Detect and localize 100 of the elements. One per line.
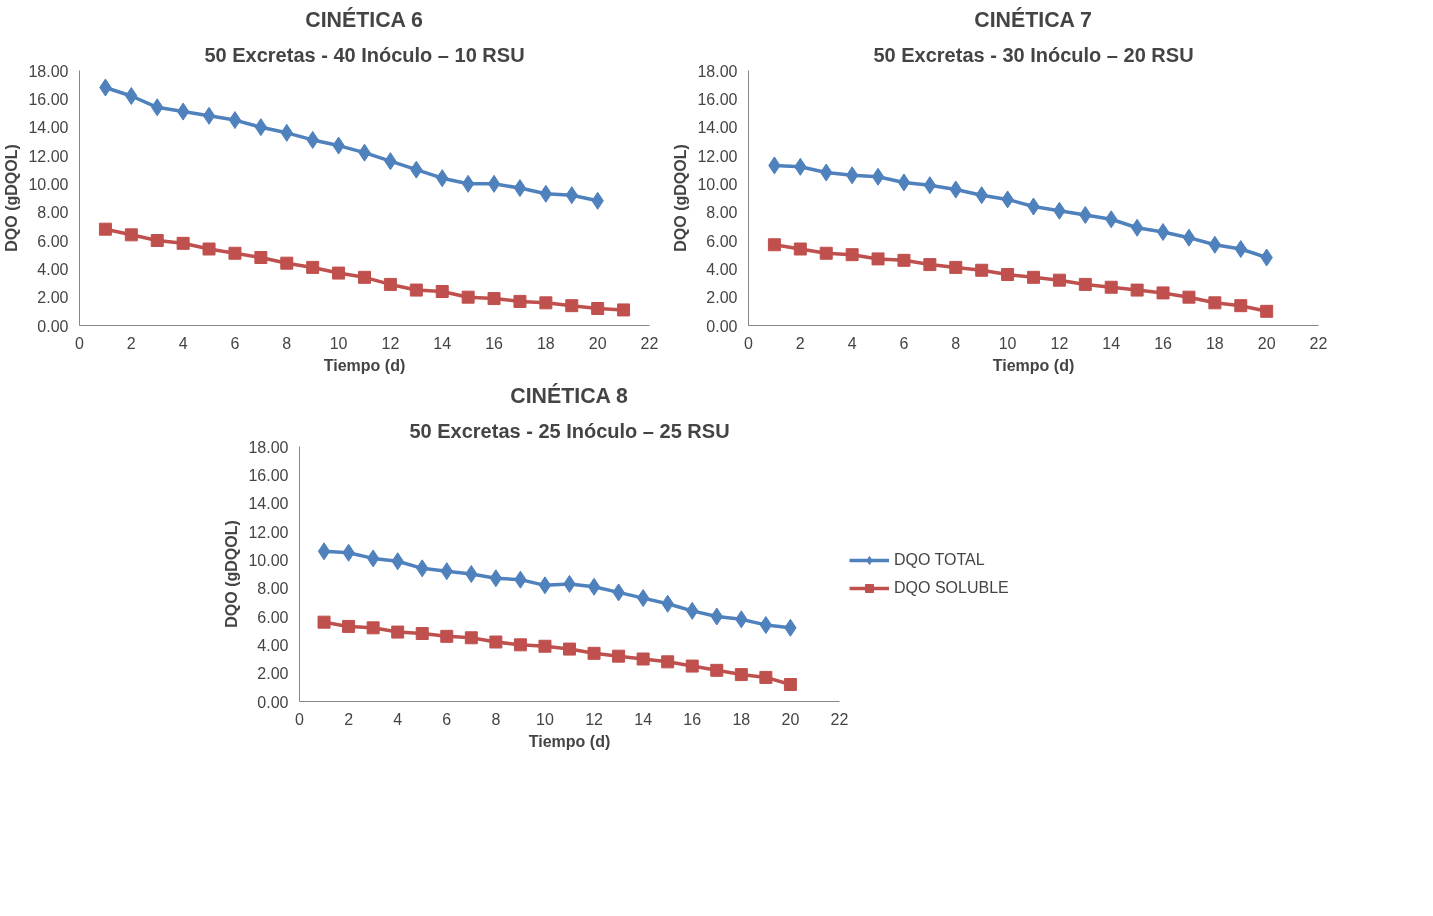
point <box>587 577 601 596</box>
point <box>1104 280 1118 294</box>
x-tick-label: 8 <box>491 710 501 728</box>
point <box>332 266 346 280</box>
point <box>391 625 405 639</box>
point <box>366 549 380 568</box>
point <box>124 228 138 242</box>
point <box>1130 283 1144 297</box>
y-tick-label: 6.00 <box>37 232 69 250</box>
x-tick-label: 16 <box>1154 334 1173 352</box>
x-tick-label: 12 <box>381 334 400 352</box>
point <box>783 678 797 691</box>
x-tick-label: 2 <box>126 334 136 352</box>
y-tick-label: 18.00 <box>697 62 738 80</box>
point <box>1078 277 1092 291</box>
point <box>1156 223 1170 241</box>
point <box>358 270 371 284</box>
x-tick-label: 8 <box>951 334 961 352</box>
point <box>767 238 781 252</box>
point <box>923 176 937 195</box>
point <box>487 174 501 193</box>
point <box>98 222 112 236</box>
x-tick-label: 22 <box>1309 334 1328 352</box>
x-tick-label: 14 <box>634 710 653 728</box>
point <box>587 646 601 660</box>
y-tick-label: 2.00 <box>706 289 738 307</box>
point <box>228 246 242 260</box>
y-tick-label: 0.00 <box>706 317 738 335</box>
point <box>845 248 859 262</box>
point <box>1052 273 1066 287</box>
x-tick-label: 6 <box>230 334 240 352</box>
point <box>487 292 501 306</box>
y-tick-label: 8.00 <box>37 204 69 222</box>
point <box>489 569 503 588</box>
point <box>202 242 216 256</box>
point <box>317 615 331 629</box>
x-axis-title: Tiempo (d) <box>528 732 611 750</box>
y-tick-label: 4.00 <box>257 636 289 654</box>
point <box>923 258 937 272</box>
y-tick-label: 10.00 <box>697 175 738 193</box>
chart-title: CINÉTICA 8 <box>510 382 629 408</box>
y-tick-label: 14.00 <box>697 119 738 137</box>
y-tick-label: 14.00 <box>248 495 289 513</box>
x-tick-label: 10 <box>536 710 554 728</box>
point <box>1130 218 1144 237</box>
y-tick-label: 8.00 <box>257 580 289 598</box>
point <box>440 629 454 643</box>
x-tick-label: 22 <box>830 710 849 728</box>
x-tick-label: 14 <box>1102 334 1121 352</box>
point <box>228 111 242 130</box>
point <box>513 179 527 198</box>
y-tick-label: 12.00 <box>28 147 69 165</box>
x-tick-label: 12 <box>585 710 604 728</box>
x-axis-title: Tiempo (d) <box>992 356 1075 374</box>
y-tick-label: 10.00 <box>28 175 69 193</box>
x-tick-label: 18 <box>732 710 751 728</box>
y-axis-title: DQO (gDQOL) <box>672 144 690 252</box>
point <box>759 616 773 634</box>
point <box>539 296 553 310</box>
point <box>685 659 699 673</box>
point <box>1234 240 1247 258</box>
point <box>793 242 807 256</box>
x-tick-label: 16 <box>683 710 702 728</box>
point <box>636 652 650 666</box>
legend-label: DQO TOTAL <box>894 550 985 569</box>
x-tick-label: 22 <box>640 334 659 352</box>
point <box>897 253 911 267</box>
point <box>871 167 885 186</box>
chart-subtitle: 50 Excretas - 25 Inóculo – 25 RSU <box>409 419 730 442</box>
x-tick-label: 2 <box>344 710 354 728</box>
point <box>759 670 773 684</box>
chart-title: CINÉTICA 7 <box>974 6 1092 32</box>
y-tick-label: 4.00 <box>706 260 738 278</box>
point <box>1208 235 1222 254</box>
y-tick-label: 10.00 <box>248 551 289 569</box>
point <box>342 619 356 633</box>
y-tick-label: 12.00 <box>248 523 289 541</box>
point <box>1027 270 1040 284</box>
point <box>202 106 216 125</box>
x-tick-label: 2 <box>795 334 805 352</box>
y-tick-label: 16.00 <box>248 466 289 484</box>
point <box>617 303 631 317</box>
y-tick-label: 16.00 <box>697 90 738 108</box>
y-tick-label: 8.00 <box>706 204 738 222</box>
point <box>409 283 423 297</box>
point <box>513 638 527 652</box>
x-tick-label: 16 <box>485 334 504 352</box>
point <box>383 277 397 291</box>
x-axis-title: Tiempo (d) <box>323 356 406 374</box>
point <box>1156 286 1170 300</box>
point <box>1079 206 1092 224</box>
point <box>1260 304 1274 318</box>
chart-subtitle: 50 Excretas - 40 Inóculo – 10 RSU <box>204 43 525 66</box>
point <box>1234 299 1248 313</box>
y-tick-label: 18.00 <box>248 438 289 456</box>
point <box>539 184 553 203</box>
point <box>465 565 478 583</box>
point <box>366 621 380 635</box>
x-tick-label: 6 <box>899 334 909 352</box>
point <box>871 252 885 266</box>
